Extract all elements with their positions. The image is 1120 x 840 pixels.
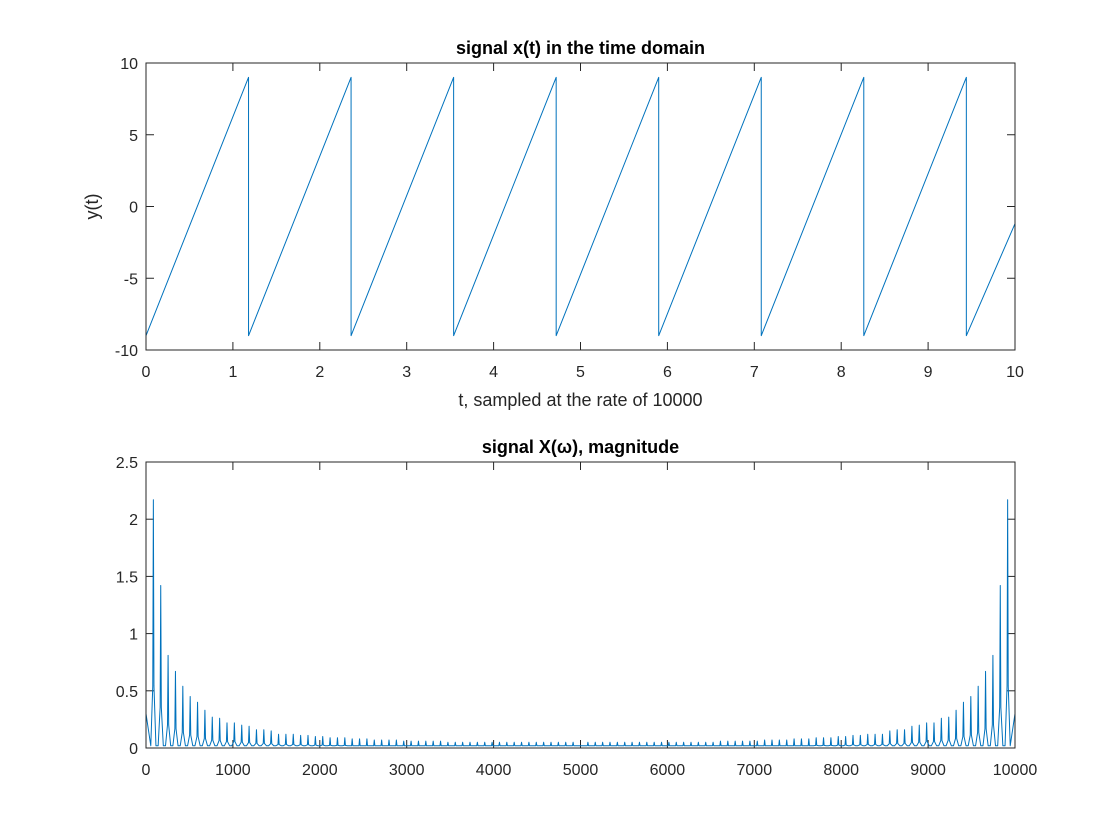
plot-spectrum-frame [145, 461, 1016, 749]
y-tick-label: 1.5 [116, 569, 138, 586]
plot-spectrum: signal X(ω), magnitude 0 1000 2000 3000 4000… [116, 437, 1038, 779]
y-tick-label: 2.5 [116, 455, 138, 472]
plot-time-domain: signal x(t) in the time domain t, sample… [82, 38, 1024, 410]
y-tick-label: 2 [129, 512, 138, 529]
x-tick-label: 10000 [993, 762, 1038, 779]
plot-time-domain-xlabel: t, sampled at the rate of 10000 [458, 390, 702, 410]
x-tick-label: 9 [924, 364, 933, 381]
plot-spectrum-ticks: 0 1000 2000 3000 4000 5000 6000 7000 8000 9000 100… [116, 455, 1038, 779]
x-tick-label: 6 [663, 364, 672, 381]
x-tick-label: 10 [1006, 364, 1024, 381]
x-tick-label: 2 [315, 364, 324, 381]
x-tick-label: 5 [576, 364, 585, 381]
plot-time-domain-title: signal x(t) in the time domain [456, 38, 705, 58]
x-tick-label: 9000 [910, 762, 946, 779]
x-tick-label: 8000 [823, 762, 859, 779]
x-tick-label: 2000 [302, 762, 338, 779]
x-tick-label: 3000 [389, 762, 425, 779]
x-tick-label: 3 [402, 364, 411, 381]
y-tick-label: 0.5 [116, 684, 138, 701]
y-tick-label: 1 [129, 627, 138, 644]
plot-time-domain-ticks: 0 1 2 3 4 5 6 7 8 9 10 -10 -5 0 5 10 [115, 56, 1024, 381]
plot-time-domain-frame [145, 62, 1016, 351]
x-tick-label: 8 [837, 364, 846, 381]
magnitude-series-line [145, 499, 1016, 747]
y-tick-label: 5 [129, 128, 138, 145]
x-tick-label: 0 [142, 364, 151, 381]
y-tick-label: 0 [129, 200, 138, 217]
x-tick-label: 4 [489, 364, 498, 381]
plot-spectrum-title: signal X(ω), magnitude [482, 437, 679, 457]
plot-time-domain-ylabel: y(t) [82, 194, 102, 220]
y-tick-label: -10 [115, 343, 138, 360]
sawtooth-series-line [145, 76, 1016, 337]
x-tick-label: 1 [228, 364, 237, 381]
y-tick-label: -5 [124, 271, 138, 288]
x-tick-label: 5000 [563, 762, 599, 779]
x-tick-label: 7 [750, 364, 759, 381]
x-tick-label: 4000 [476, 762, 512, 779]
y-tick-label: 0 [129, 741, 138, 758]
x-tick-label: 1000 [215, 762, 251, 779]
x-tick-label: 7000 [737, 762, 773, 779]
x-tick-label: 6000 [650, 762, 686, 779]
y-tick-label: 10 [120, 56, 138, 73]
x-tick-label: 0 [142, 762, 151, 779]
